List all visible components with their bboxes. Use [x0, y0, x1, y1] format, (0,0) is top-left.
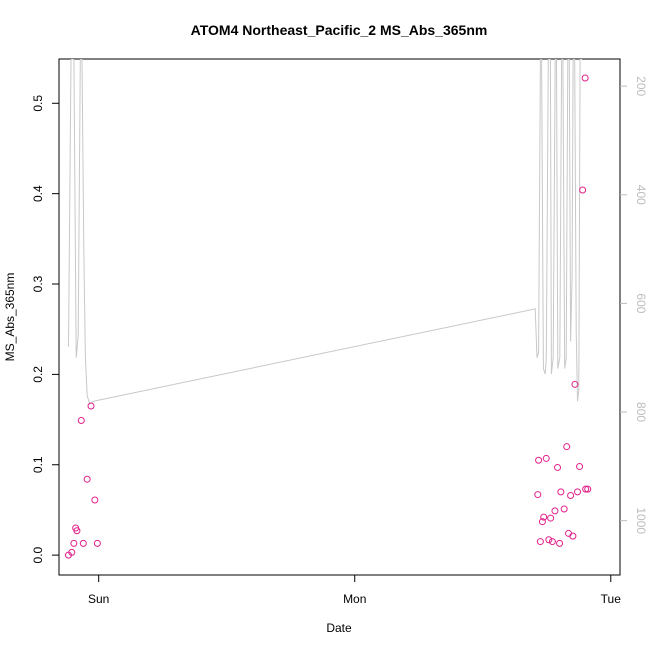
data-point: [556, 539, 564, 547]
data-point: [536, 538, 544, 546]
data-point: [545, 536, 553, 544]
data-point: [77, 416, 85, 424]
data-point: [563, 443, 571, 451]
x-tick-label: Sun: [88, 592, 109, 606]
data-point: [576, 463, 584, 471]
y-axis: 0.0 0.1 0.2 0.3 0.4 0.5: [31, 95, 59, 563]
x-tick-label: Tue: [601, 592, 622, 606]
data-point: [582, 485, 590, 493]
data-point: [93, 539, 101, 547]
data-point: [565, 529, 573, 537]
secondary-series-line: [68, 59, 583, 405]
right-tick-label: 1000: [634, 507, 648, 534]
data-point: [569, 532, 577, 540]
data-point: [73, 527, 81, 535]
right-tick-label: 400: [634, 185, 648, 205]
data-point: [538, 518, 546, 526]
data-point: [542, 454, 550, 462]
y-tick-label: 0.5: [31, 95, 45, 112]
secondary-line-layer: [68, 59, 583, 405]
data-point: [535, 456, 543, 464]
right-tick-label: 800: [634, 402, 648, 422]
data-point: [540, 513, 548, 521]
right-axis: 200 400 600 800 1000: [620, 76, 648, 534]
data-point: [551, 507, 559, 515]
y-tick-label: 0.2: [31, 366, 45, 383]
data-point: [571, 380, 579, 388]
y-tick-label: 0.0: [31, 546, 45, 563]
data-point: [68, 548, 76, 556]
data-point: [547, 514, 555, 522]
data-point: [79, 539, 87, 547]
data-point: [557, 488, 565, 496]
data-point: [560, 505, 568, 513]
data-point: [554, 463, 562, 471]
right-tick-label: 600: [634, 293, 648, 313]
y-tick-label: 0.3: [31, 275, 45, 292]
data-point: [567, 491, 575, 499]
data-point: [83, 475, 91, 483]
chart-title: ATOM4 Northeast_Pacific_2 MS_Abs_365nm: [191, 22, 488, 38]
x-axis: Sun Mon Tue: [88, 574, 622, 606]
y-axis-label: MS_Abs_365nm: [3, 273, 17, 362]
data-point: [548, 538, 556, 546]
data-point: [91, 496, 99, 504]
data-point: [573, 488, 581, 496]
y-tick-label: 0.4: [31, 185, 45, 202]
x-axis-label: Date: [326, 621, 352, 635]
data-points-layer: [64, 74, 592, 559]
data-point: [584, 485, 592, 493]
right-tick-label: 200: [634, 76, 648, 96]
y-tick-label: 0.1: [31, 456, 45, 473]
data-point: [87, 402, 95, 410]
data-point: [579, 186, 587, 194]
x-tick-label: Mon: [343, 592, 366, 606]
data-point: [581, 74, 589, 82]
data-point: [534, 491, 542, 499]
data-point: [70, 539, 78, 547]
